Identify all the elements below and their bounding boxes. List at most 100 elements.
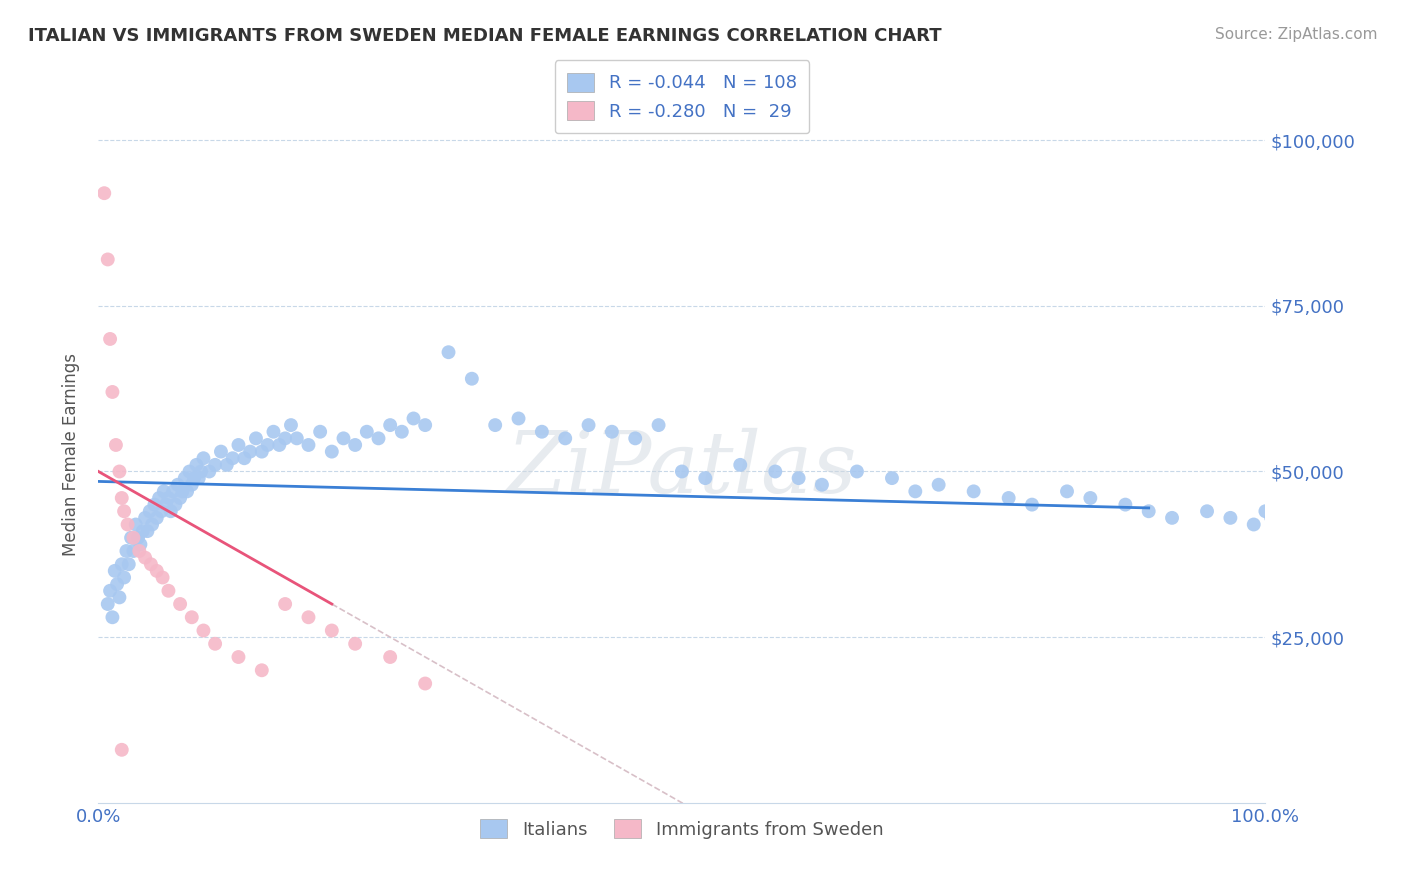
Italians	[122, 544, 145, 558]
Italians	[787, 471, 810, 485]
Immigrants from Sweden	[180, 610, 202, 624]
Italians	[98, 583, 121, 598]
Legend: Italians, Immigrants from Sweden: Italians, Immigrants from Sweden	[470, 808, 894, 849]
Italians	[169, 491, 191, 505]
Italians	[129, 537, 152, 551]
Italians	[578, 418, 600, 433]
Italians	[309, 425, 332, 439]
Italians	[1219, 511, 1241, 525]
Italians	[209, 444, 232, 458]
Italians	[730, 458, 752, 472]
Italians	[141, 517, 163, 532]
Immigrants from Sweden	[134, 550, 156, 565]
Immigrants from Sweden	[98, 332, 121, 346]
Italians	[187, 471, 209, 485]
Italians	[763, 465, 786, 479]
Immigrants from Sweden	[193, 624, 215, 638]
Italians	[1289, 524, 1312, 538]
Italians	[1265, 517, 1288, 532]
Immigrants from Sweden	[122, 531, 145, 545]
Italians	[198, 465, 221, 479]
Italians	[101, 610, 124, 624]
Italians	[233, 451, 256, 466]
Italians	[1161, 511, 1184, 525]
Italians	[811, 477, 834, 491]
Text: Source: ZipAtlas.com: Source: ZipAtlas.com	[1215, 27, 1378, 42]
Italians	[671, 465, 693, 479]
Italians	[1260, 511, 1282, 525]
Italians	[321, 444, 343, 458]
Italians	[1114, 498, 1136, 512]
Italians	[186, 458, 208, 472]
Italians	[132, 524, 155, 538]
Italians	[402, 411, 425, 425]
Italians	[250, 444, 273, 458]
Immigrants from Sweden	[228, 650, 250, 665]
Italians	[997, 491, 1019, 505]
Italians	[162, 484, 184, 499]
Immigrants from Sweden	[111, 743, 134, 757]
Italians	[437, 345, 460, 359]
Italians	[1301, 531, 1323, 545]
Immigrants from Sweden	[157, 583, 180, 598]
Immigrants from Sweden	[104, 438, 127, 452]
Immigrants from Sweden	[413, 676, 436, 690]
Immigrants from Sweden	[108, 465, 131, 479]
Immigrants from Sweden	[321, 624, 343, 638]
Immigrants from Sweden	[297, 610, 319, 624]
Italians	[1271, 524, 1294, 538]
Italians	[280, 418, 302, 433]
Italians	[1056, 484, 1078, 499]
Italians	[193, 451, 215, 466]
Italians	[143, 498, 166, 512]
Immigrants from Sweden	[274, 597, 297, 611]
Italians	[1137, 504, 1160, 518]
Italians	[108, 591, 131, 605]
Immigrants from Sweden	[128, 544, 150, 558]
Italians	[204, 458, 226, 472]
Italians	[228, 438, 250, 452]
Italians	[1254, 504, 1277, 518]
Italians	[904, 484, 927, 499]
Italians	[297, 438, 319, 452]
Italians	[115, 544, 138, 558]
Immigrants from Sweden	[101, 384, 124, 399]
Y-axis label: Median Female Earnings: Median Female Earnings	[62, 353, 80, 557]
Immigrants from Sweden	[204, 637, 226, 651]
Italians	[461, 372, 484, 386]
Italians	[105, 577, 128, 591]
Immigrants from Sweden	[97, 252, 120, 267]
Italians	[1080, 491, 1102, 505]
Italians	[356, 425, 378, 439]
Italians	[1278, 511, 1301, 525]
Italians	[173, 471, 195, 485]
Italians	[367, 431, 389, 445]
Italians	[118, 558, 141, 572]
Italians	[484, 418, 506, 433]
Text: ITALIAN VS IMMIGRANTS FROM SWEDEN MEDIAN FEMALE EARNINGS CORRELATION CHART: ITALIAN VS IMMIGRANTS FROM SWEDEN MEDIAN…	[28, 27, 942, 45]
Italians	[928, 477, 950, 491]
Immigrants from Sweden	[139, 558, 162, 572]
Immigrants from Sweden	[344, 637, 367, 651]
Italians	[624, 431, 647, 445]
Italians	[880, 471, 903, 485]
Italians	[1243, 517, 1265, 532]
Italians	[183, 471, 205, 485]
Italians	[157, 491, 180, 505]
Italians	[391, 425, 413, 439]
Italians	[190, 465, 212, 479]
Italians	[344, 438, 367, 452]
Immigrants from Sweden	[152, 570, 174, 584]
Italians	[1284, 517, 1306, 532]
Italians	[508, 411, 530, 425]
Italians	[530, 425, 553, 439]
Italians	[179, 465, 201, 479]
Italians	[274, 431, 297, 445]
Italians	[104, 564, 127, 578]
Italians	[165, 498, 187, 512]
Italians	[159, 504, 181, 518]
Immigrants from Sweden	[380, 650, 402, 665]
Italians	[239, 444, 262, 458]
Italians	[125, 517, 148, 532]
Italians	[155, 498, 177, 512]
